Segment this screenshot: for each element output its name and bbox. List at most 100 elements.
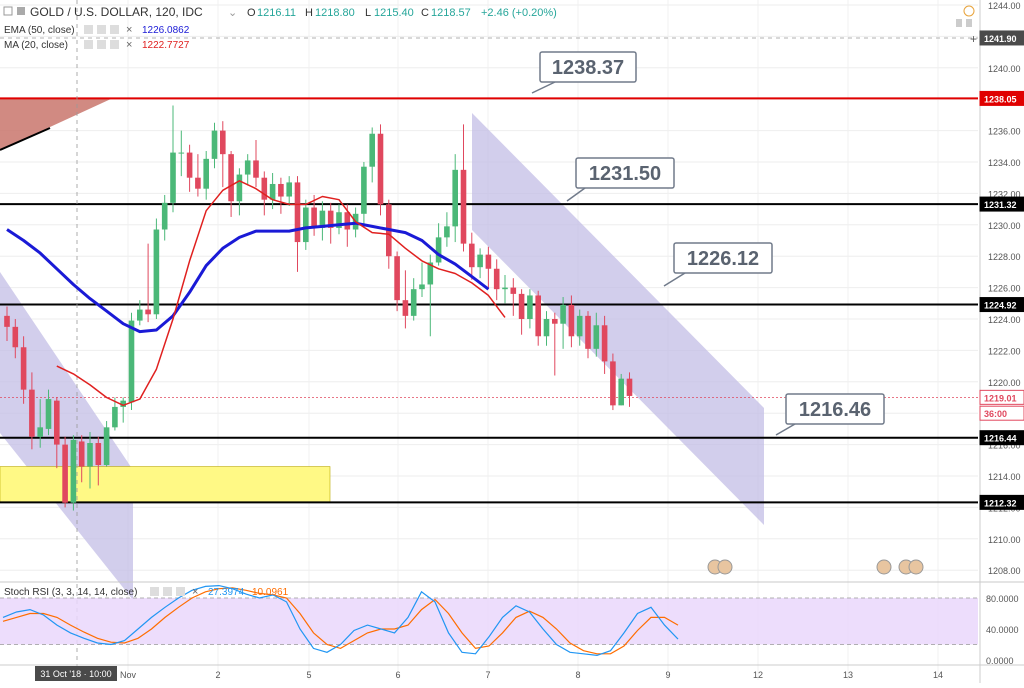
candle-down: [78, 441, 85, 467]
descending-channel: [0, 113, 764, 600]
price-axis-tag-label: 1212.32: [984, 498, 1017, 508]
event-markers: [707, 559, 924, 575]
price-axis-tag: [979, 297, 1024, 313]
demand-zone: [0, 98, 331, 503]
settings-icon[interactable]: [163, 587, 172, 596]
candle-up: [112, 406, 118, 428]
candle-up: [527, 295, 533, 319]
candle-up: [286, 182, 292, 197]
price-axis-tag-label: 1231.32: [984, 200, 1017, 210]
demand-zone-box: [0, 466, 331, 503]
price-tick-label: 1214.00: [988, 472, 1021, 482]
price-axis-tag: [979, 430, 1024, 446]
candle-up: [452, 169, 458, 227]
close-icon[interactable]: ×: [126, 39, 132, 51]
price-axis-tag: [979, 30, 1024, 46]
change-value: +2.46 (+0.20%): [481, 7, 557, 19]
stoch-d-value: 10.0961: [252, 587, 289, 598]
price-tick-label: 1234.00: [988, 158, 1021, 168]
ma-legend-label: MA (20, close): [4, 40, 68, 51]
annotation-box: [539, 51, 637, 83]
candle-up: [410, 289, 417, 316]
candle-up: [435, 237, 442, 263]
us-flag-event-icon[interactable]: [908, 559, 924, 575]
price-axis-tag-label: 1216.44: [984, 434, 1017, 444]
price-axis-tag-label: 1241.90: [984, 34, 1017, 44]
candle-down: [610, 361, 616, 406]
price-axis-tag-label: 1219.01: [984, 393, 1017, 403]
price-annotations: 1238.37 1231.50 1226.12 1216.46: [531, 51, 885, 436]
eye-icon[interactable]: [84, 40, 93, 49]
candle-down: [294, 182, 301, 243]
collapse-icon[interactable]: [3, 6, 13, 16]
candle-up: [477, 254, 483, 268]
stoch-d-line: [2, 587, 679, 655]
price-tick-label: 1230.00: [988, 221, 1021, 231]
eye-icon[interactable]: [150, 587, 159, 596]
candle-up: [120, 400, 126, 407]
settings-icon[interactable]: [97, 25, 106, 34]
candle-down: [469, 243, 475, 268]
format-icon[interactable]: [110, 40, 119, 49]
add-plus-icon[interactable]: +: [970, 32, 977, 46]
open-value: 1216.11: [257, 7, 296, 19]
annotation-box: [785, 393, 885, 425]
candle-up: [178, 152, 185, 154]
format-icon[interactable]: [110, 25, 119, 34]
price-axis-tag: [979, 196, 1024, 212]
time-tick-label: 6: [395, 670, 400, 680]
us-flag-event-icon[interactable]: [876, 559, 892, 575]
candle-down: [552, 319, 558, 324]
candle-up: [244, 160, 251, 175]
candle-up: [128, 320, 135, 403]
settings-icon[interactable]: [97, 40, 106, 49]
legend-header: GOLD / U.S. DOLLAR, 120, IDC ⌄ O 1216.11…: [3, 5, 557, 51]
stoch-k-value: 27.3974: [208, 587, 245, 598]
chevron-down-icon[interactable]: ⌄: [228, 7, 237, 19]
candle-up: [203, 158, 209, 189]
candle-up: [70, 439, 77, 503]
price-tick-label: 1216.00: [988, 441, 1021, 451]
moving-averages: [6, 180, 506, 407]
price-axis-tag-label: 1224.92: [984, 301, 1017, 311]
candle-up: [560, 304, 566, 324]
candle-down: [145, 309, 151, 315]
candle-up: [87, 443, 93, 467]
price-levels: [0, 0, 978, 680]
candle-down: [535, 295, 541, 337]
ema-legend-controls[interactable]: ×: [84, 24, 132, 36]
candle-down: [220, 130, 226, 155]
time-tick-label: 8: [575, 670, 580, 680]
format-icon[interactable]: [176, 587, 185, 596]
low-label: L: [365, 7, 371, 19]
alert-clock-icon[interactable]: [963, 5, 975, 17]
stoch-tick-label: 0.0000: [986, 656, 1014, 666]
candle-down: [402, 300, 409, 316]
us-flag-event-icon[interactable]: [717, 559, 733, 575]
candle-down: [518, 293, 525, 319]
eye-icon[interactable]: [84, 25, 93, 34]
ma-legend-controls[interactable]: ×: [84, 39, 132, 51]
trend-line: [0, 127, 51, 151]
symbol-title: GOLD / U.S. DOLLAR, 120, IDC: [30, 5, 203, 19]
candle-up: [269, 183, 276, 200]
candle-up: [361, 166, 367, 214]
candle-up: [369, 133, 375, 167]
close-icon[interactable]: ×: [126, 24, 132, 36]
candle-up: [103, 427, 110, 466]
price-tick-label: 1240.00: [988, 64, 1021, 74]
price-tick-label: 1228.00: [988, 252, 1021, 262]
price-tick-label: 1210.00: [988, 535, 1021, 545]
ma20-line: [56, 180, 506, 407]
candle-down: [510, 287, 517, 294]
candle-up: [161, 202, 168, 230]
price-axis-tag: [979, 90, 1024, 106]
price-tick-label: 1244.00: [988, 1, 1021, 11]
candle-up: [319, 210, 326, 228]
candle-down: [20, 347, 27, 390]
time-tick-label: 7: [485, 670, 490, 680]
close-icon[interactable]: ×: [192, 586, 198, 598]
candle-down: [261, 177, 268, 200]
